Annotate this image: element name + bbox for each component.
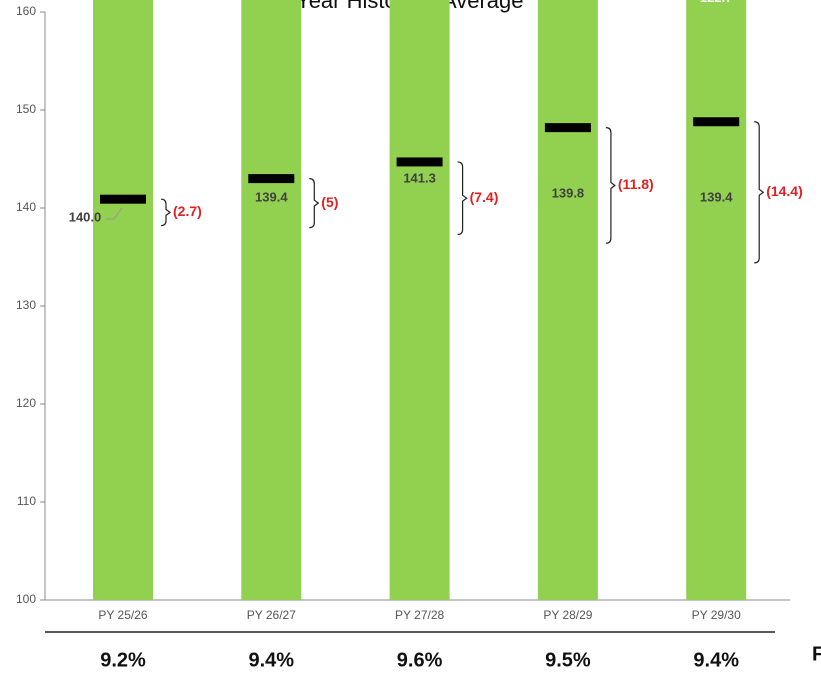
y-tick-label: 100 [16,592,36,606]
gap-label: (2.7) [173,203,202,219]
bar-segment [241,0,302,600]
rate-label: 9.4% [249,649,295,671]
x-tick-label: PY 26/27 [247,608,296,622]
total-label: 139.4 [700,189,733,204]
gap-label: (11.8) [618,176,654,192]
bar-segment [389,0,450,600]
rate-label: 9.2% [100,649,146,671]
target-marker [396,157,443,167]
target-marker [100,194,146,204]
x-tick-label: PY 29/30 [692,608,741,622]
x-tick-label: PY 27/28 [395,608,444,622]
gap-bracket [160,198,171,227]
y-tick-label: 120 [16,396,36,410]
y-tick-label: 160 [16,4,36,18]
gap-bracket [754,121,765,264]
gap-label: (14.4) [766,183,803,199]
total-label: 141.3 [403,171,436,186]
row-label: F [812,643,821,665]
segment-label: 122.7 [700,0,733,5]
y-tick-label: 150 [16,102,36,116]
gap-label: (7.4) [470,189,499,205]
rate-label: 9.5% [545,649,591,671]
bar-segment [537,0,598,600]
gap-bracket [309,178,320,229]
y-tick-label: 110 [17,494,36,508]
total-label: 140.0 [69,209,102,224]
bar-segment [686,0,747,600]
y-tick-label: 130 [16,298,36,312]
x-tick-label: PY 28/29 [543,608,592,622]
x-tick-label: PY 25/26 [98,608,147,622]
target-marker [693,117,740,127]
gap-bracket [457,161,468,236]
y-tick-label: 140 [16,200,36,214]
target-marker [544,123,591,133]
gap-bracket [605,127,616,244]
bar-segment [93,0,153,600]
rate-label: 9.4% [693,649,739,671]
total-label: 139.8 [552,185,585,200]
rate-label: 9.6% [397,649,443,671]
leader-line [106,207,123,220]
target-marker [248,174,295,184]
gap-label: (5) [321,194,338,210]
total-label: 139.4 [255,189,288,204]
